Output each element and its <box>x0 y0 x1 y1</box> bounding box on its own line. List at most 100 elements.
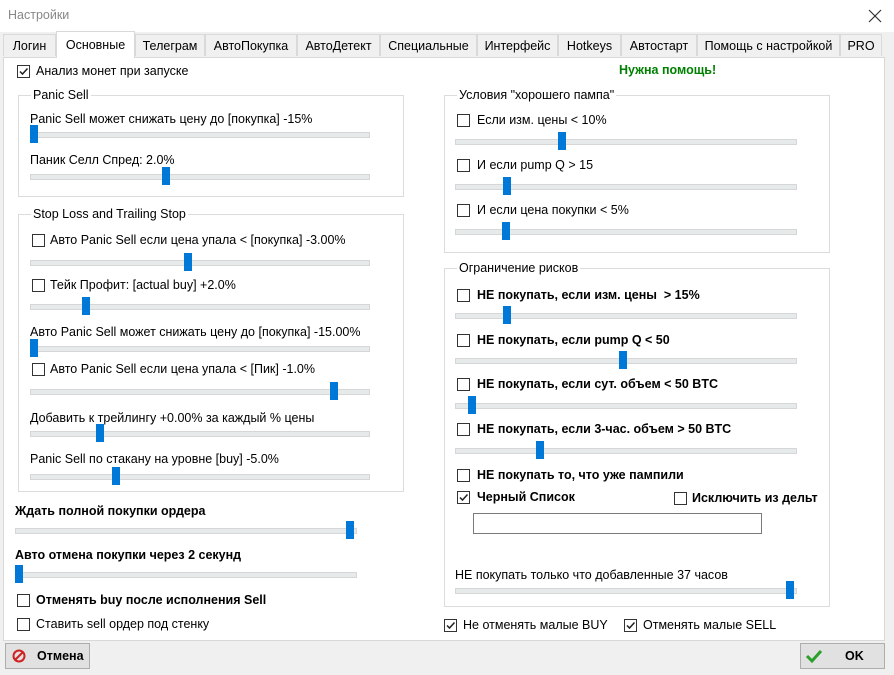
tab[interactable]: Специальные <box>380 34 477 56</box>
tab[interactable]: Помощь с настройкой <box>697 34 840 56</box>
slider-thumb[interactable] <box>30 339 38 357</box>
label: Черный Список <box>477 489 575 505</box>
group-title: Panic Sell <box>31 88 91 102</box>
label: Ждать полной покупки ордера <box>15 503 205 519</box>
slider-track <box>30 304 370 310</box>
slider-track <box>15 572 357 578</box>
slider-track <box>30 346 370 352</box>
label: Тейк Профит: [actual buy] +2.0% <box>50 277 236 293</box>
check-mark <box>445 620 456 631</box>
slider-track <box>30 474 370 480</box>
tab[interactable]: Hotkeys <box>558 34 621 56</box>
tab[interactable]: Основные <box>56 31 135 58</box>
checkbox[interactable] <box>17 618 30 631</box>
cancel-button[interactable]: Отмена <box>5 643 90 669</box>
checkbox[interactable] <box>457 491 470 504</box>
slider-thumb[interactable] <box>96 424 104 442</box>
ok-button[interactable]: OK <box>800 643 885 669</box>
slider-track <box>30 431 370 437</box>
checkbox[interactable] <box>457 204 470 217</box>
label: Исключить из дельт <box>692 490 818 506</box>
button-label: Отмена <box>37 648 84 664</box>
label: Анализ монет при запуске <box>36 63 188 79</box>
checkbox[interactable] <box>674 492 687 505</box>
ok-icon <box>805 648 823 664</box>
label: Отменять buy после исполнения Sell <box>36 592 266 608</box>
group-title: Ограничение рисков <box>457 261 580 275</box>
slider-track <box>30 389 370 395</box>
check-mark <box>458 492 469 503</box>
slider-track <box>455 448 797 454</box>
label: НЕ покупать, если pump Q < 50 <box>477 332 670 348</box>
slider-thumb[interactable] <box>468 396 476 414</box>
checkbox[interactable] <box>32 234 45 247</box>
title-bar: Настройки <box>0 0 894 32</box>
checkbox[interactable] <box>32 279 45 292</box>
slider-thumb[interactable] <box>184 253 192 271</box>
checkbox[interactable] <box>17 594 30 607</box>
checkbox[interactable] <box>457 469 470 482</box>
tab[interactable]: Автостарт <box>621 34 697 56</box>
slider-thumb[interactable] <box>503 177 511 195</box>
tab[interactable]: PRO <box>840 34 882 56</box>
window-title: Настройки <box>8 8 69 22</box>
label: И если цена покупки < 5% <box>477 202 629 218</box>
label: НЕ покупать, если изм. цены > 15% <box>477 287 700 303</box>
slider-track <box>455 403 797 409</box>
slider-thumb[interactable] <box>330 382 338 400</box>
slider-thumb[interactable] <box>82 297 90 315</box>
label: Добавить к трейлингу +0.00% за каждый % … <box>30 410 314 426</box>
label: Отменять малые SELL <box>643 617 776 633</box>
slider-track <box>455 139 797 145</box>
label: НЕ покупать только что добавленные 37 ча… <box>455 567 728 583</box>
checkbox[interactable] <box>444 619 457 632</box>
group-title: Условия "хорошего пампа" <box>457 88 616 102</box>
slider-track <box>30 260 370 266</box>
label: НЕ покупать то, что уже пампили <box>477 467 684 483</box>
slider-track <box>455 588 797 594</box>
checkbox[interactable] <box>457 334 470 347</box>
checkbox[interactable] <box>457 289 470 302</box>
slider-thumb[interactable] <box>502 222 510 240</box>
group-title: Stop Loss and Trailing Stop <box>31 207 188 221</box>
slider-thumb[interactable] <box>112 467 120 485</box>
check-mark <box>18 66 29 77</box>
checkbox[interactable] <box>32 363 45 376</box>
slider-thumb[interactable] <box>503 306 511 324</box>
label: НЕ покупать, если 3-час. объем > 50 BTC <box>477 421 731 437</box>
label: И если pump Q > 15 <box>477 157 593 173</box>
slider-thumb[interactable] <box>346 521 354 539</box>
checkbox[interactable] <box>624 619 637 632</box>
checkbox[interactable] <box>457 114 470 127</box>
slider-thumb[interactable] <box>15 565 23 583</box>
tab[interactable]: Интерфейс <box>477 34 558 56</box>
slider-track <box>30 174 370 180</box>
blacklist-input[interactable] <box>473 513 762 534</box>
slider-thumb[interactable] <box>536 441 544 459</box>
cancel-icon <box>12 649 26 663</box>
label: Panic Sell может снижать цену до [покупк… <box>30 111 312 127</box>
label: Паник Селл Спред: 2.0% <box>30 152 175 168</box>
label: Авто Panic Sell если цена упала < [Пик] … <box>50 361 315 377</box>
slider-thumb[interactable] <box>162 167 170 185</box>
label: Авто Panic Sell если цена упала < [покуп… <box>50 232 346 248</box>
close-button[interactable] <box>868 9 882 23</box>
slider-thumb[interactable] <box>619 351 627 369</box>
tab[interactable]: Логин <box>3 34 56 56</box>
label: НЕ покупать, если сут. объем < 50 BTC <box>477 376 718 392</box>
slider-thumb[interactable] <box>786 581 794 599</box>
tab[interactable]: АвтоПокупка <box>205 34 297 56</box>
label: Не отменять малые BUY <box>463 617 608 633</box>
checkbox[interactable] <box>457 159 470 172</box>
tab[interactable]: АвтоДетект <box>297 34 380 56</box>
help-link[interactable]: Нужна помощь! <box>619 62 716 78</box>
slider-thumb[interactable] <box>558 132 566 150</box>
tab[interactable]: Телеграм <box>135 34 205 56</box>
label: Авто отмена покупки через 2 секунд <box>15 547 241 563</box>
checkbox[interactable] <box>17 65 30 78</box>
checkbox[interactable] <box>457 378 470 391</box>
checkbox[interactable] <box>457 423 470 436</box>
slider-thumb[interactable] <box>30 125 38 143</box>
